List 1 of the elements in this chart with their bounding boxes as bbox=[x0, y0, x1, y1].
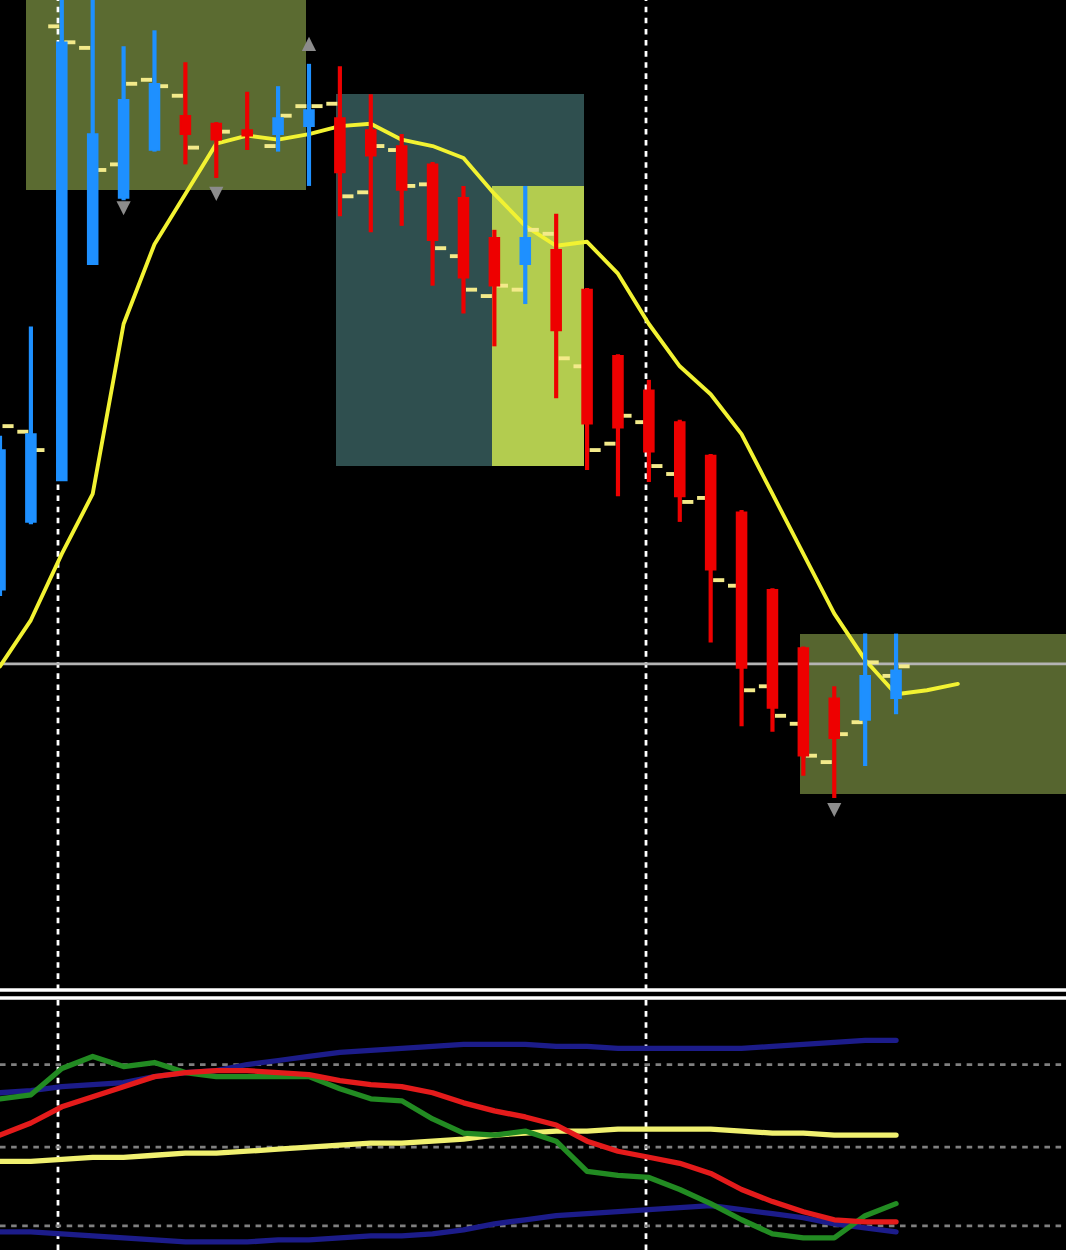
candlestick bbox=[241, 89, 253, 153]
